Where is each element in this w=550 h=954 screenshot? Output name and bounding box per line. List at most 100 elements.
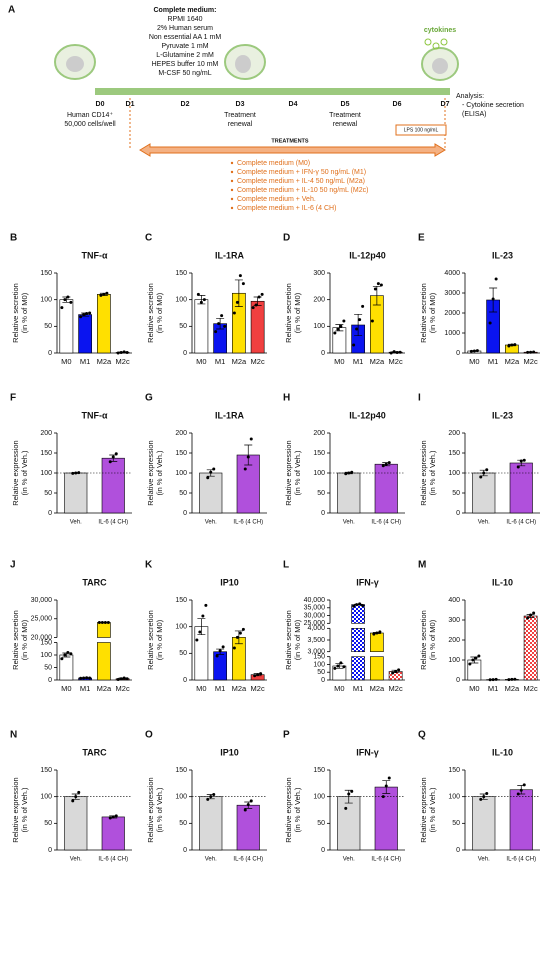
y-axis-label: (in % of Veh.)	[20, 787, 29, 833]
data-point	[256, 673, 260, 677]
y-tick-label: 0	[456, 510, 460, 517]
data-point	[88, 676, 92, 680]
day-label: D7	[441, 101, 450, 108]
y-tick-label: 0	[48, 510, 52, 517]
data-point	[199, 300, 203, 304]
y-axis-label: (in % of M0)	[293, 619, 302, 660]
data-point	[215, 654, 219, 658]
y-tick-label: 3,500	[307, 637, 325, 644]
data-point	[114, 814, 118, 818]
data-point	[102, 292, 106, 296]
data-point	[352, 343, 356, 347]
panel-letter: D	[283, 233, 290, 244]
data-point	[257, 295, 261, 299]
data-point	[251, 306, 255, 310]
x-tick-label: Veh.	[70, 857, 82, 863]
medium-item: Pyruvate 1 mM	[161, 43, 208, 50]
data-point	[111, 815, 115, 819]
data-point	[79, 676, 83, 680]
chart-title: IP10	[220, 747, 239, 757]
panel-letter: H	[283, 393, 290, 404]
data-point	[63, 298, 67, 302]
y-axis-label: Relative secretion	[146, 283, 155, 343]
x-tick-label: M0	[61, 684, 71, 693]
error-bar	[372, 285, 381, 306]
bar	[97, 294, 111, 354]
y-axis-label: Relative expression	[284, 440, 293, 505]
x-tick-label: Veh.	[205, 857, 217, 863]
y-tick-label: 100	[40, 470, 52, 477]
y-tick-label: 100	[40, 652, 52, 659]
data-point	[217, 322, 221, 326]
y-axis-label: Relative secretion	[284, 610, 293, 670]
data-point	[106, 621, 110, 624]
y-axis-label: Relative secretion	[11, 283, 20, 343]
data-point	[513, 677, 517, 681]
bullet	[230, 206, 234, 210]
data-point	[477, 654, 481, 658]
data-point	[71, 471, 75, 475]
timeline	[95, 88, 450, 95]
y-tick-label: 30,000	[31, 597, 53, 604]
data-point	[387, 461, 391, 465]
data-point	[66, 295, 70, 299]
data-point	[246, 803, 250, 807]
data-point	[361, 603, 365, 607]
x-tick-label: M2c	[116, 684, 130, 693]
panel-letter: Q	[418, 730, 426, 741]
data-point	[125, 677, 129, 681]
y-tick-label: 100	[448, 470, 460, 477]
data-point	[519, 788, 523, 792]
data-point	[488, 678, 492, 682]
data-point	[339, 661, 343, 665]
y-tick-label: 200	[448, 637, 460, 644]
y-tick-label: 25,000	[31, 616, 53, 623]
data-point	[206, 797, 210, 801]
medium-item: L-Glutamine 2 mM	[156, 52, 214, 59]
panel-letter: G	[145, 393, 153, 404]
y-tick-label: 4,000	[307, 625, 325, 632]
x-tick-label: M0	[334, 684, 344, 693]
data-point	[384, 462, 388, 466]
data-point	[361, 304, 365, 308]
chart-title: IP10	[220, 577, 239, 587]
x-tick-label: M2a	[505, 357, 520, 366]
chart-title: IL-10	[492, 747, 513, 757]
error-bar	[244, 444, 253, 466]
x-tick-label: M2c	[251, 684, 265, 693]
y-axis-label: (in % of Veh.)	[20, 450, 29, 496]
panel-letter: O	[145, 730, 153, 741]
chart-title: IFN-γ	[356, 747, 379, 757]
data-point	[519, 459, 523, 463]
data-point	[350, 789, 354, 793]
data-point	[469, 349, 473, 353]
medium-item: M-CSF 50 ng/mL	[158, 70, 211, 77]
medium-title: Complete medium:	[153, 7, 216, 14]
data-point	[97, 621, 101, 624]
data-point	[201, 614, 205, 618]
data-point	[88, 311, 92, 315]
y-tick-label: 150	[313, 767, 325, 774]
data-point	[342, 665, 346, 669]
day-label: D0	[96, 101, 105, 108]
y-axis-label: Relative expression	[284, 777, 293, 842]
data-point	[378, 630, 382, 634]
x-tick-label: M1	[353, 357, 363, 366]
y-axis-label: Relative expression	[419, 440, 428, 505]
treatment: Complete medium + IFN-γ 50 ng/mL (M1)	[237, 169, 366, 176]
x-tick-label: M0	[334, 357, 344, 366]
x-tick-label: Veh.	[205, 520, 217, 526]
x-tick-label: IL-6 (4 CH)	[506, 520, 536, 526]
y-tick-label: 35,000	[304, 605, 326, 612]
bullet	[230, 161, 234, 165]
medium-item: Non essential AA 1 mM	[149, 34, 222, 41]
data-point	[358, 602, 362, 606]
x-tick-label: Veh.	[478, 857, 490, 863]
y-tick-label: 3000	[444, 290, 460, 297]
y-tick-label: 400	[448, 597, 460, 604]
y-tick-label: 50	[179, 490, 187, 497]
bar	[509, 789, 533, 851]
y-tick-label: 150	[175, 270, 187, 277]
y-tick-label: 20,000	[31, 634, 53, 641]
y-tick-label: 50	[44, 664, 52, 671]
